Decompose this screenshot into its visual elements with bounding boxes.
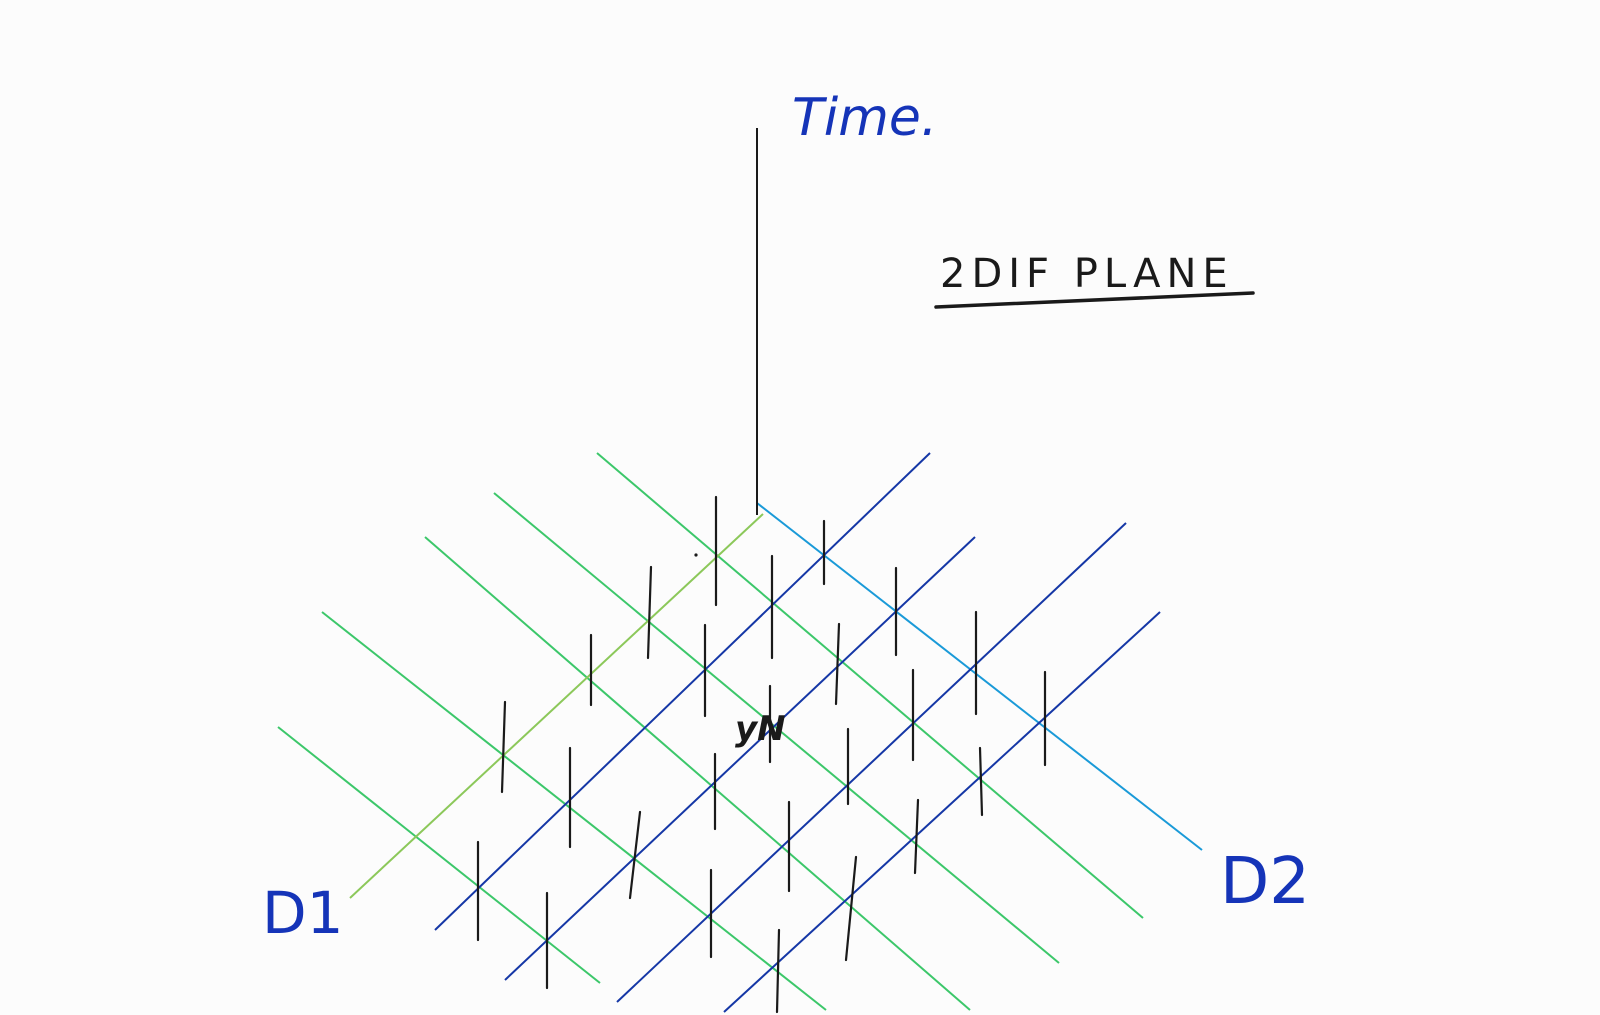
d2-axis-line [756, 502, 1203, 851]
d1-grid-line [596, 452, 1144, 919]
tick-mark [646, 565, 653, 660]
d1-axis-line [349, 513, 764, 899]
point-label: yN [735, 709, 786, 749]
d2-grid-line [504, 536, 976, 981]
d2-grid-lines [434, 452, 1161, 1013]
tick-mark [978, 746, 984, 817]
tick-mark [844, 855, 858, 962]
diagram-title: 2DIF PLANE [940, 251, 1234, 297]
d1-grid-line [321, 611, 827, 1011]
d1-grid-line [424, 536, 971, 1011]
d1-grid-line [493, 492, 1060, 964]
d1-axis-label: D1 [262, 879, 344, 947]
d2-axis-label: D2 [1220, 845, 1310, 919]
title-underline [934, 291, 1255, 309]
tick-mark [775, 928, 781, 1014]
d2-grid-line [616, 522, 1127, 1003]
tick-mark [913, 798, 920, 875]
tick-mark [628, 810, 642, 900]
tick-mark [834, 622, 841, 706]
time-ticks [476, 495, 1047, 1014]
d1-grid-lines [277, 452, 1144, 1011]
time-axis-label: Time. [792, 88, 937, 148]
dot-mark [694, 553, 698, 557]
d2-grid-line [434, 452, 931, 931]
d2-grid-line [723, 611, 1161, 1013]
tick-mark [500, 700, 507, 794]
